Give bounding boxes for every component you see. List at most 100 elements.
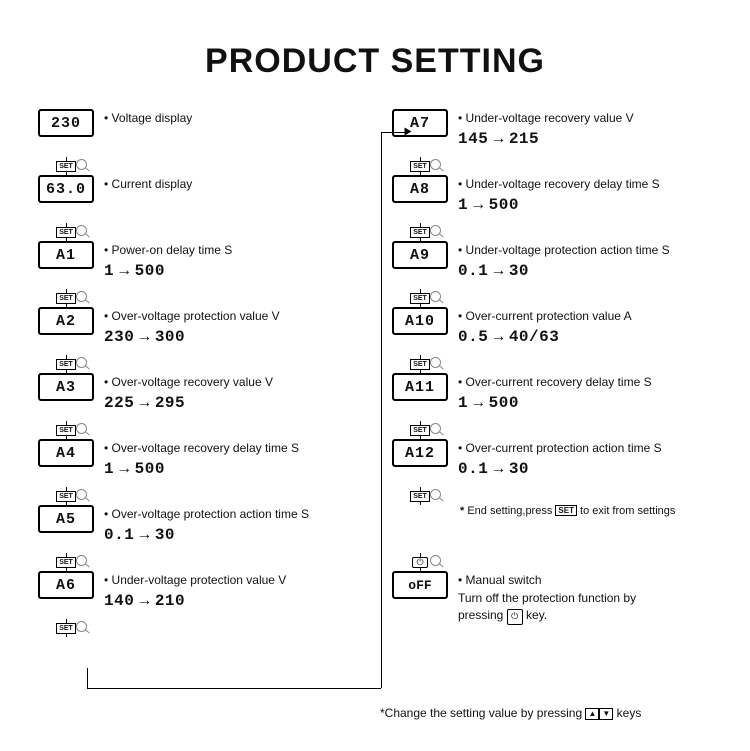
range-value: 1→500 (458, 393, 652, 414)
branch-line (381, 132, 382, 688)
end-setting-note: * End setting,press SET to exit from set… (392, 505, 712, 553)
setting-label: Over-voltage protection action time S (104, 507, 309, 523)
setting-info: Over-voltage recovery delay time S 1→500 (104, 439, 299, 479)
page: PRODUCT SETTING 230Voltage displaySET63.… (0, 0, 750, 751)
connector: SET (38, 619, 94, 637)
connector: SET (38, 223, 94, 241)
setting-step: A7Under-voltage recovery value V145→215 (392, 109, 712, 157)
right-column: A7Under-voltage recovery value V145→215S… (392, 109, 712, 637)
lcd-display: A6 (38, 571, 94, 599)
setting-label: Over-voltage recovery value V (104, 375, 273, 391)
up-key-icon: ▲ (585, 708, 599, 720)
footnote: *Change the setting value by pressing ▲▼… (380, 706, 720, 720)
manual-switch-step: oFF Manual switch Turn off the protection … (392, 571, 712, 625)
setting-label: Over-voltage protection value V (104, 309, 280, 325)
loupe-icon (430, 291, 444, 305)
lcd-display: A9 (392, 241, 448, 269)
loupe-icon (430, 423, 444, 437)
lcd-display: A11 (392, 373, 448, 401)
manual-line3: pressing ⏻ key. (458, 608, 636, 625)
setting-label: Under-voltage recovery delay time S (458, 177, 660, 193)
setting-step: A3 Over-voltage recovery value V 225→295 (38, 373, 358, 421)
manual-label: Manual switch (458, 573, 636, 589)
footnote-text: keys (617, 706, 642, 720)
set-chip: SET (56, 227, 76, 238)
branch-line (87, 668, 88, 688)
setting-step: A6 Under-voltage protection value V140→21… (38, 571, 358, 619)
loupe-icon (430, 225, 444, 239)
left-column: 230Voltage display SET 63.0 Current display… (38, 109, 358, 637)
footnote-text: *Change the setting value by pressing (380, 706, 582, 720)
setting-info: Current display (104, 175, 192, 193)
setting-info: Over-voltage recovery value V 225→295 (104, 373, 273, 413)
setting-step: A5 Over-voltage protection action time S0… (38, 505, 358, 553)
set-chip: SET (56, 359, 76, 370)
lcd-display: A4 (38, 439, 94, 467)
lcd-display: A1 (38, 241, 94, 269)
down-key-icon: ▼ (599, 708, 613, 720)
set-chip: SET (56, 557, 76, 568)
lcd-display: oFF (392, 571, 448, 599)
lcd-display: A10 (392, 307, 448, 335)
lcd-display: 230 (38, 109, 94, 137)
loupe-icon (76, 357, 90, 371)
lcd-display: A5 (38, 505, 94, 533)
lcd-display: A12 (392, 439, 448, 467)
set-chip: SET (56, 425, 76, 436)
set-chip: SET (410, 491, 430, 502)
branch-line (87, 688, 381, 689)
setting-info: Over-voltage protection value V230→300 (104, 307, 280, 347)
setting-label: Over-current protection action time S (458, 441, 662, 457)
range-value: 0.1→30 (458, 459, 662, 480)
connector: SET (38, 421, 94, 439)
connector: SET (392, 421, 448, 439)
connector: SET (38, 289, 94, 307)
range-value: 0.1→30 (458, 261, 670, 282)
setting-label: Over-voltage recovery delay time S (104, 441, 299, 457)
setting-step: A4 Over-voltage recovery delay time S 1→50… (38, 439, 358, 487)
range-value: 1→500 (104, 261, 232, 282)
setting-info: Under-voltage recovery delay time S1→500 (458, 175, 660, 215)
branch-line (381, 132, 407, 133)
set-chip: SET (410, 293, 430, 304)
loupe-icon (76, 555, 90, 569)
loupe-icon (430, 159, 444, 173)
loupe-icon (430, 555, 444, 569)
connector: SET (392, 157, 448, 175)
setting-info: Over-voltage protection action time S0.1… (104, 505, 309, 545)
setting-info: Power-on delay time S1→500 (104, 241, 232, 281)
power-icon: ⏻ (412, 557, 428, 568)
connector: SET (392, 223, 448, 241)
set-chip: SET (56, 293, 76, 304)
manual-info: Manual switch Turn off the protection fun… (458, 571, 636, 625)
lcd-display: 63.0 (38, 175, 94, 203)
connector: SET (392, 289, 448, 307)
range-value: 140→210 (104, 591, 286, 612)
connector: SET (392, 355, 448, 373)
range-value: 225→295 (104, 393, 273, 414)
manual-line2: Turn off the protection function by (458, 591, 636, 607)
end-note-text: * End setting,press SET to exit from set… (458, 505, 675, 517)
power-icon: ⏻ (507, 609, 523, 625)
set-chip: SET (410, 227, 430, 238)
setting-step: A9Under-voltage protection action time S… (392, 241, 712, 289)
setting-step: A10 Over-current protection value A 0.5→40… (392, 307, 712, 355)
setting-step: 230Voltage display (38, 109, 358, 157)
setting-label: Current display (104, 177, 192, 193)
setting-step: 63.0 Current display (38, 175, 358, 223)
lcd-display: A3 (38, 373, 94, 401)
loupe-icon (76, 159, 90, 173)
setting-label: Over-current protection value A (458, 309, 632, 325)
setting-step: A12 Over-current protection action time S… (392, 439, 712, 487)
set-chip: SET (56, 623, 76, 634)
loupe-icon (430, 489, 444, 503)
setting-step: A1 Power-on delay time S1→500 (38, 241, 358, 289)
range-value: 0.5→40/63 (458, 327, 632, 348)
setting-step: A11Over-current recovery delay time S1→5… (392, 373, 712, 421)
connector: SET (392, 487, 448, 505)
setting-step: A8Under-voltage recovery delay time S1→5… (392, 175, 712, 223)
loupe-icon (76, 621, 90, 635)
setting-info: Under-voltage protection value V140→210 (104, 571, 286, 611)
range-value: 1→500 (104, 459, 299, 480)
set-chip: SET (56, 161, 76, 172)
